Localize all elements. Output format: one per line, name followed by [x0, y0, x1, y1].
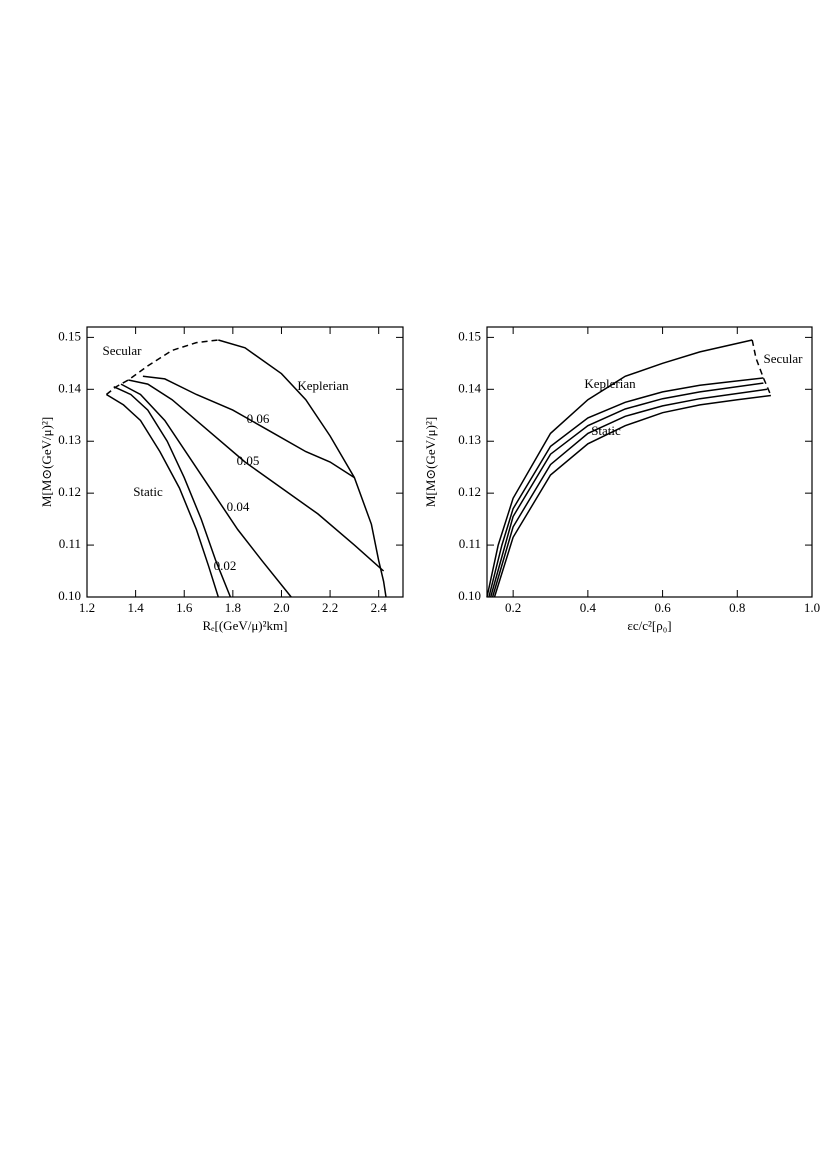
y-axis-label: M[M⊙(GeV/μ)²]: [39, 417, 54, 507]
y-tick-label: 0.11: [59, 536, 81, 551]
y-tick-label: 0.12: [58, 484, 81, 499]
series-line: [493, 394, 771, 598]
y-tick-label: 0.13: [458, 432, 481, 447]
x-tick-label: 0.4: [580, 600, 597, 615]
series-line: [106, 393, 220, 598]
series-line: [142, 375, 355, 479]
series-label: Keplerian: [297, 378, 349, 393]
series-line: [751, 339, 772, 396]
y-tick-label: 0.13: [58, 432, 81, 447]
x-tick-label: 1.6: [176, 600, 193, 615]
x-tick-label: 2.2: [322, 600, 338, 615]
plot-frame: [486, 326, 813, 598]
y-tick-label: 0.11: [459, 536, 481, 551]
series-line: [120, 383, 292, 598]
series-line: [113, 386, 232, 598]
x-tick-label: 0.8: [729, 600, 745, 615]
y-tick-label: 0.14: [58, 380, 81, 395]
x-tick-label: 1.4: [127, 600, 144, 615]
x-axis-label: Rₑ[(GeV/μ)²km]: [203, 618, 288, 633]
series-label: Static: [591, 423, 621, 438]
y-tick-label: 0.10: [458, 588, 481, 603]
x-axis-label: εc/c²[ρ₀]: [627, 618, 671, 633]
series-label: Static: [133, 484, 163, 499]
series-line: [489, 382, 764, 598]
y-tick-label: 0.15: [58, 328, 81, 343]
y-tick-label: 0.10: [58, 588, 81, 603]
series-label: Secular: [103, 343, 143, 358]
x-tick-label: 1.8: [225, 600, 241, 615]
series-line: [105, 339, 219, 396]
series-line: [128, 379, 385, 572]
x-tick-label: 0.6: [654, 600, 671, 615]
series-line: [218, 339, 387, 598]
x-tick-label: 2.0: [273, 600, 289, 615]
series-label: 0.02: [214, 558, 237, 573]
y-axis-label: M[M⊙(GeV/μ)²]: [423, 417, 438, 507]
y-tick-label: 0.14: [458, 380, 481, 395]
series-label: 0.04: [227, 499, 250, 514]
plot-frame: [86, 326, 404, 598]
series-label: 0.05: [237, 453, 260, 468]
series-label: 0.06: [247, 411, 270, 426]
series-label: Keplerian: [584, 376, 636, 391]
x-tick-label: 1.0: [804, 600, 820, 615]
x-tick-label: 0.2: [505, 600, 521, 615]
y-tick-label: 0.12: [458, 484, 481, 499]
x-tick-label: 1.2: [79, 600, 95, 615]
series-line: [486, 339, 753, 598]
x-tick-label: 2.4: [371, 600, 388, 615]
y-tick-label: 0.15: [458, 328, 481, 343]
series-line: [491, 388, 768, 598]
series-line: [488, 377, 764, 598]
series-label: Secular: [764, 351, 804, 366]
